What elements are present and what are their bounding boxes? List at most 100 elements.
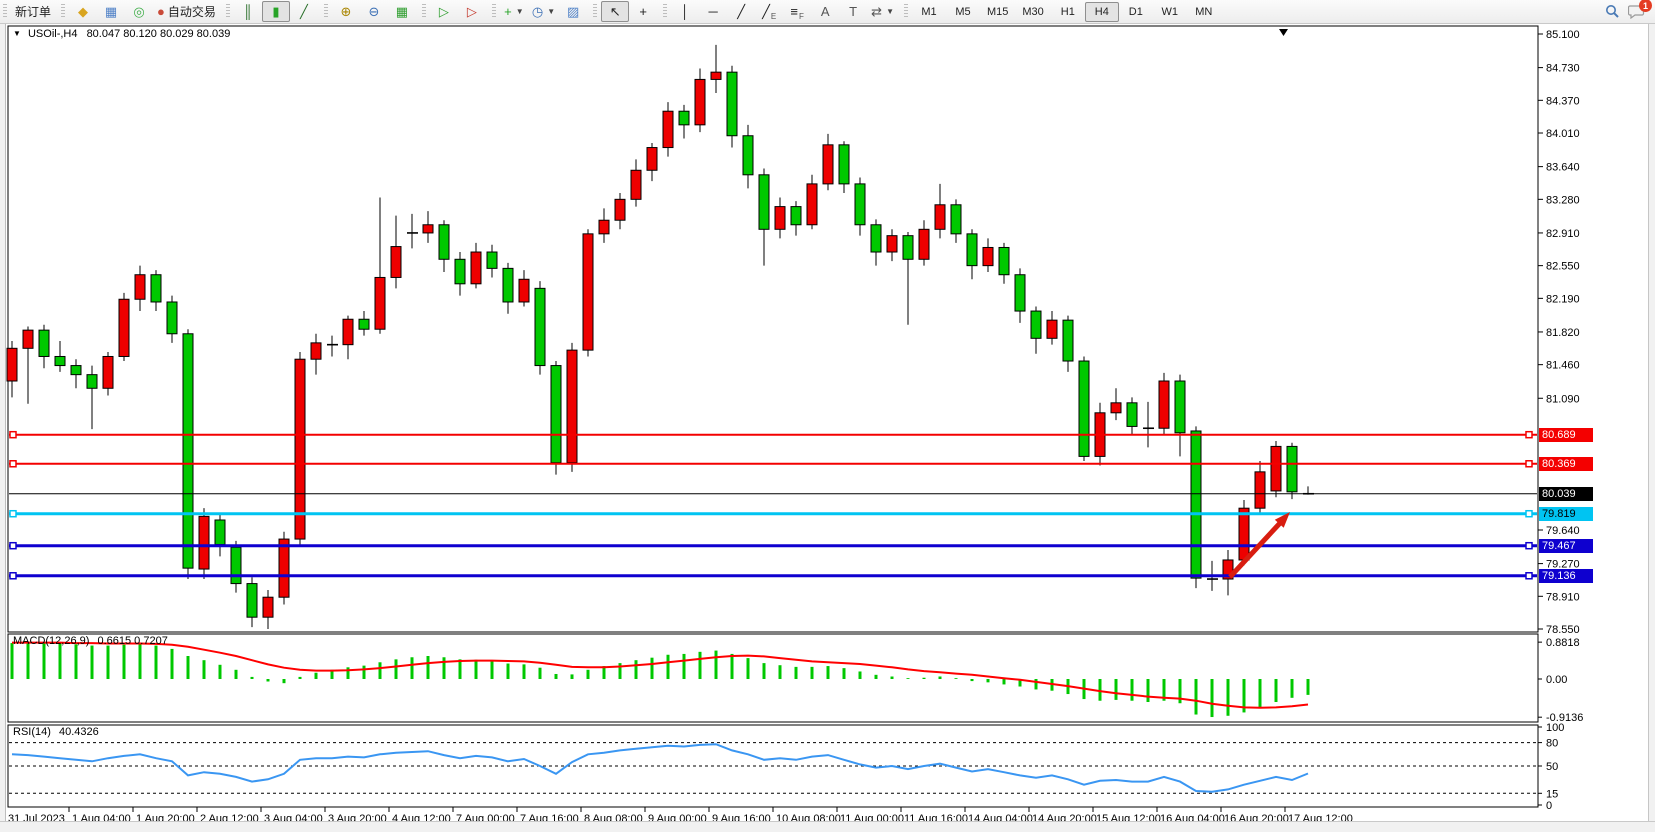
arrows-icon[interactable]: ⇄ ▼: [867, 1, 898, 22]
candle-body-down: [678, 110, 690, 126]
toolbar-grip: [663, 4, 668, 19]
candle-body-up: [374, 276, 386, 330]
tile-windows-icon[interactable]: ▦: [388, 1, 416, 22]
candle: [102, 351, 114, 396]
price-axis-label: 81.820: [1546, 327, 1580, 339]
arrow-annotation-shaft[interactable]: [1228, 520, 1283, 579]
candle: [1158, 372, 1170, 436]
price-tag-80.369: 80.369: [1539, 457, 1593, 471]
market-watch-icon[interactable]: ▦: [97, 1, 125, 22]
chevron-down-icon[interactable]: ▼: [515, 7, 524, 16]
vertical-line-icon[interactable]: │: [671, 1, 699, 22]
timeframe-m30[interactable]: M30: [1022, 5, 1044, 18]
equidistant-channel-icon[interactable]: ╱ E: [755, 1, 783, 22]
price-line-handle-right[interactable]: [1525, 430, 1533, 439]
candle-body-down: [438, 224, 450, 260]
price-line-handle-left[interactable]: [9, 460, 17, 468]
candle-body-down: [726, 71, 738, 137]
candle-body-down: [1126, 402, 1138, 427]
fibonacci-icon[interactable]: ≡ F: [783, 1, 811, 22]
autotrading-button[interactable]: ● 自动交易: [153, 1, 220, 22]
time-axis-label: 9 Aug 16:00: [712, 813, 771, 822]
chart-shift-icon[interactable]: ▷: [458, 1, 486, 22]
candle-body-up: [694, 78, 706, 126]
timeframe-h1[interactable]: H1: [1060, 5, 1075, 18]
signals-icon[interactable]: ◎: [125, 1, 153, 22]
price-line-handle-right[interactable]: [1525, 572, 1533, 580]
timeframe-d1[interactable]: D1: [1128, 5, 1143, 18]
price-tag-80.039: 80.039: [1539, 487, 1593, 501]
zoom-out-icon[interactable]: ⊖: [360, 1, 388, 22]
line-chart-icon[interactable]: ╱: [290, 1, 318, 22]
price-line-handle-left[interactable]: [9, 572, 17, 580]
candle: [838, 141, 850, 193]
price-axis-label: 83.280: [1546, 194, 1580, 206]
horizontal-line-icon[interactable]: ─: [699, 1, 727, 22]
chart-shift-marker-icon[interactable]: [1279, 29, 1288, 36]
candle: [822, 133, 834, 191]
price-line-handle-right[interactable]: [1525, 509, 1533, 518]
candle-body-up: [310, 342, 322, 360]
price-line-handle-left[interactable]: [9, 509, 17, 518]
timeframe-m1[interactable]: M1: [921, 5, 937, 18]
price-line-handle-right[interactable]: [1525, 541, 1533, 550]
chart-shift-icon: ▷: [466, 4, 477, 19]
candle: [902, 232, 914, 325]
notifications-icon[interactable]: 1: [1628, 0, 1652, 19]
timeframe-m5[interactable]: M5: [955, 5, 971, 18]
text-label-icon[interactable]: T: [839, 1, 867, 22]
cursor-icon[interactable]: ↖: [601, 1, 630, 22]
chevron-down-icon[interactable]: ▼: [886, 7, 894, 16]
price-axis-label: 82.190: [1546, 293, 1580, 305]
toolbar-grip: [421, 4, 426, 19]
equidistant-channel-icon-sub: E: [770, 12, 777, 21]
candle-body-up: [1222, 559, 1234, 580]
candle-body-up: [934, 204, 946, 230]
zoom-in-icon[interactable]: ⊕: [332, 1, 360, 22]
crosshair-icon[interactable]: +: [629, 1, 657, 22]
templates-icon[interactable]: ▨: [559, 1, 587, 22]
price-line-handle-left[interactable]: [9, 541, 17, 550]
search-icon[interactable]: [1605, 4, 1620, 19]
chart-window-icon[interactable]: ◆: [69, 1, 97, 22]
periods-icon: ◷: [531, 4, 544, 19]
price-line-handle-left[interactable]: [9, 430, 17, 439]
arrow-annotation-head[interactable]: [1274, 512, 1290, 528]
rsi-value: 40.4326: [58, 726, 99, 738]
timeframe-w1[interactable]: W1: [1161, 5, 1179, 18]
horizontal-line-icon: ─: [708, 4, 718, 19]
candlestick-chart-icon[interactable]: ▮: [261, 1, 290, 22]
chart-canvas[interactable]: 85.100 84.730 84.370 84.010 83.640 83.280 82.9…: [0, 24, 1655, 822]
candle-body-down: [150, 274, 162, 303]
candle: [1014, 268, 1026, 323]
indicators-icon[interactable]: + ▼: [500, 1, 528, 22]
candle: [1286, 442, 1298, 500]
candle-body-down: [870, 224, 882, 253]
timeframe-mn[interactable]: MN: [1195, 5, 1213, 18]
price-line-handle-right[interactable]: [1525, 460, 1533, 468]
auto-scroll-icon[interactable]: ▷: [430, 1, 458, 22]
toolbar-grip: [61, 4, 66, 19]
new-order-button[interactable]: 新订单: [11, 1, 55, 22]
candle-body-down: [1062, 319, 1074, 362]
bar-chart-icon: ║: [243, 4, 253, 19]
bar-chart-icon[interactable]: ║: [234, 1, 262, 22]
trendline-icon[interactable]: ╱: [727, 1, 755, 22]
candle: [6, 341, 18, 398]
periods-icon[interactable]: ◷ ▼: [528, 1, 559, 22]
candle: [1270, 440, 1282, 498]
timeframe-m15[interactable]: M15: [986, 5, 1009, 18]
candle-body-up: [1046, 319, 1058, 339]
symbol-dropdown-icon[interactable]: ▼: [13, 29, 21, 38]
text-icon[interactable]: A: [811, 1, 839, 22]
chevron-down-icon[interactable]: ▼: [547, 7, 556, 16]
timeframe-h4[interactable]: H4: [1084, 1, 1119, 22]
candle: [150, 270, 162, 312]
candle: [678, 104, 690, 139]
time-axis-label: 16 Aug 20:00: [1224, 813, 1289, 822]
candle-body-down: [486, 251, 498, 269]
time-axis-label: 11 Aug 16:00: [904, 813, 968, 822]
time-axis-label: 4 Aug 12:00: [392, 813, 451, 822]
statusbar: [0, 821, 1655, 832]
candle-body-down: [86, 374, 98, 389]
